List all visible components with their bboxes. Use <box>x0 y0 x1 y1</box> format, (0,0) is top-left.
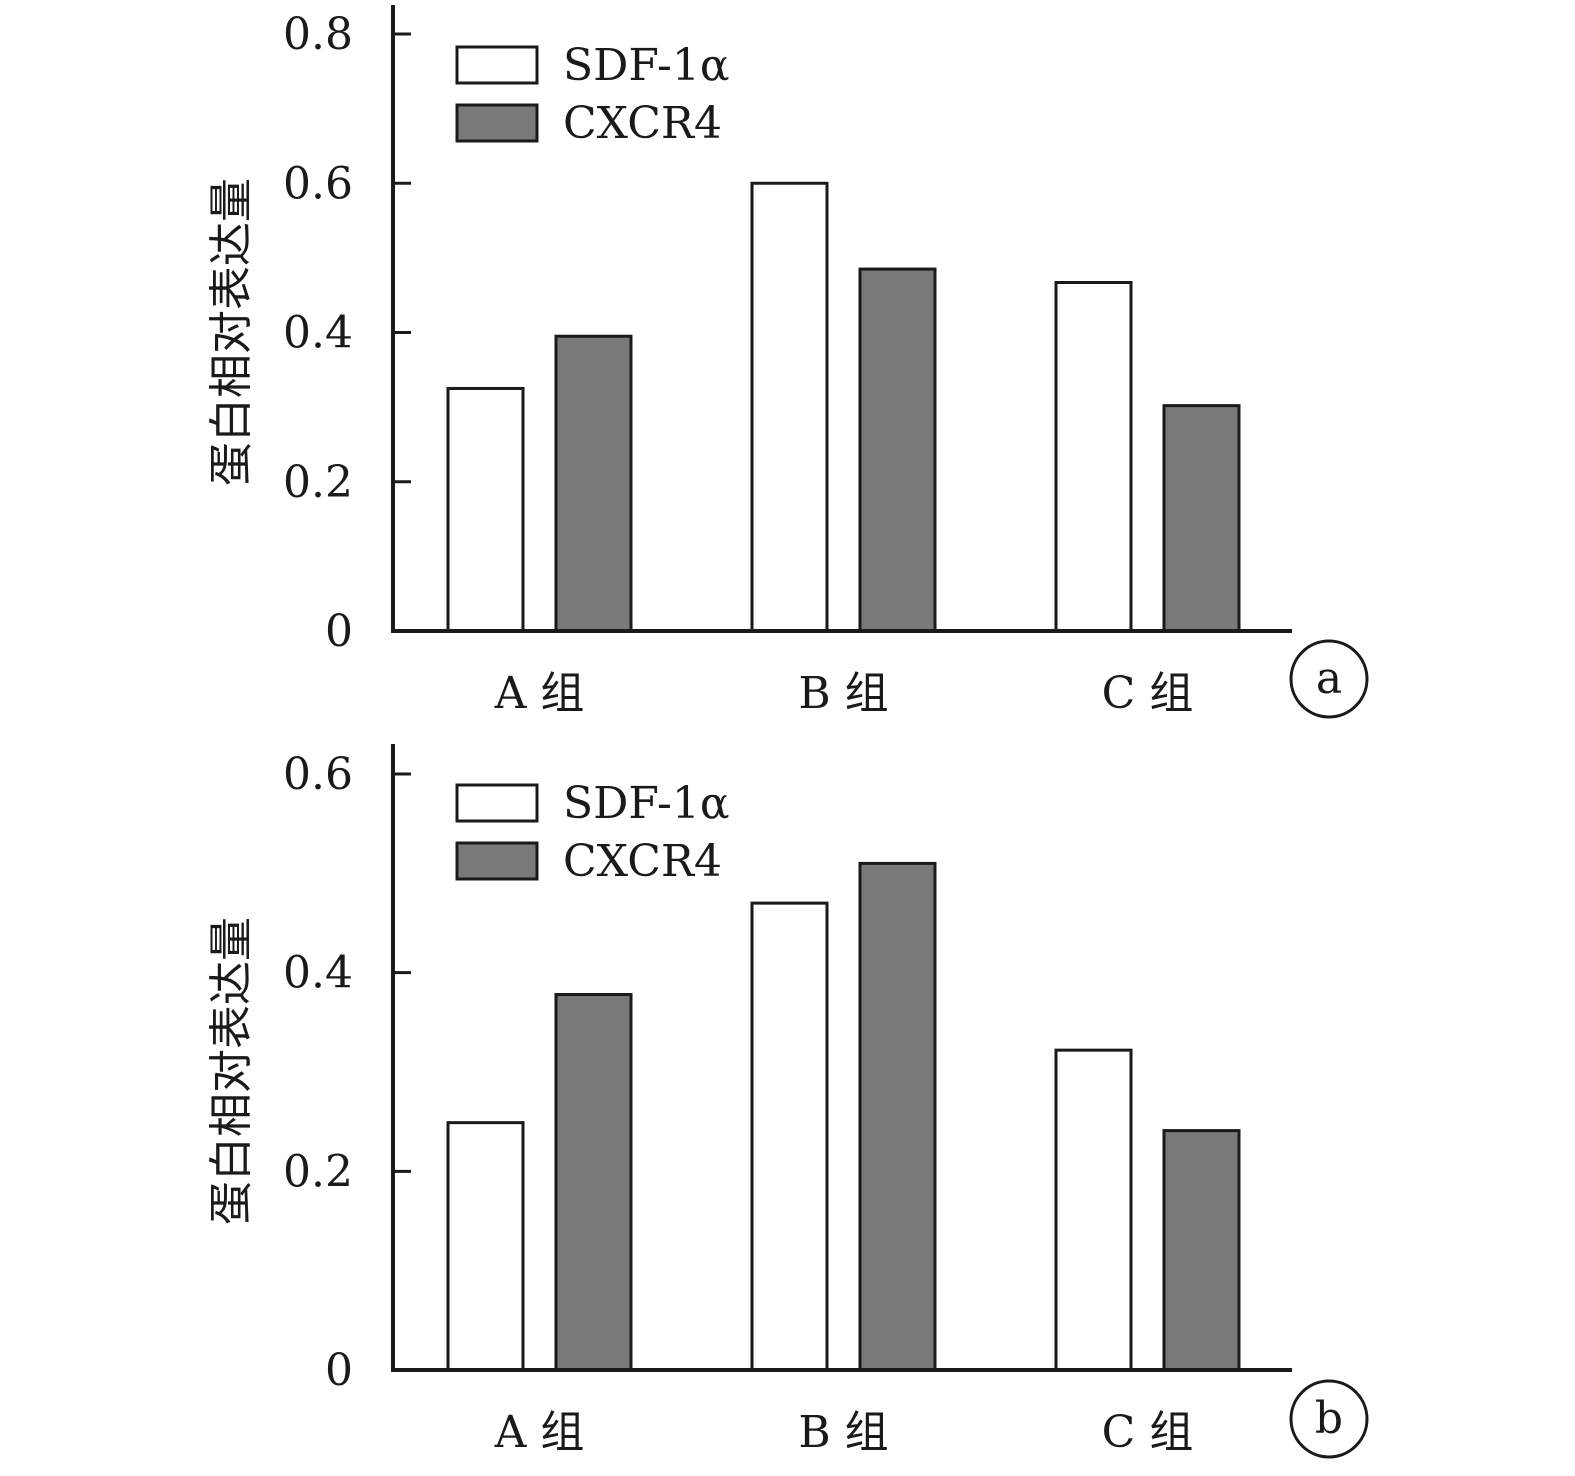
x-category-label: B 组 <box>798 668 888 719</box>
y-tick-label: 0.4 <box>283 308 353 359</box>
legend-swatch-sdf1a <box>455 783 539 823</box>
bar-sdf1a <box>1054 281 1133 633</box>
bar-cxcr4 <box>1162 1129 1241 1372</box>
legend-label-cxcr4: CXCR4 <box>563 98 722 149</box>
bar-cxcr4 <box>858 267 937 633</box>
bar-sdf1a <box>750 901 829 1372</box>
y-tick-label: 0 <box>325 1345 353 1396</box>
y-tick-label: 0.2 <box>283 457 353 508</box>
legend-label-sdf1a: SDF-1α <box>563 40 730 91</box>
chart-panel-a: 0 0.2 0.4 0.6 0.8 A 组 B 组 C 组 蛋白相对表达量 SDF-1α CXCR4… <box>206 5 1369 719</box>
x-category-label: A 组 <box>494 668 585 719</box>
legend-swatch-cxcr4 <box>455 103 539 143</box>
bar-cxcr4 <box>554 334 633 633</box>
x-category-label: B 组 <box>798 1407 888 1458</box>
panel-label: b <box>1315 1393 1343 1444</box>
panel-label-circle <box>1289 1379 1369 1459</box>
bar-sdf1a <box>446 1121 525 1372</box>
chart-panel-b: 0 0.2 0.4 0.6 A 组 B 组 C 组 蛋白相对表达量 SDF-1α CXCR4 b <box>206 744 1369 1459</box>
panel-label: a <box>1316 653 1342 704</box>
bar-sdf1a <box>1054 1048 1133 1372</box>
legend-label-cxcr4: CXCR4 <box>563 836 722 887</box>
x-category-label: A 组 <box>494 1407 585 1458</box>
y-tick-label: 0.2 <box>283 1146 353 1197</box>
bar-cxcr4 <box>554 993 633 1372</box>
y-tick-label: 0.4 <box>283 948 353 999</box>
legend-swatch-cxcr4 <box>455 841 539 881</box>
bar-cxcr4 <box>858 861 937 1372</box>
y-axis-title: 蛋白相对表达量 <box>206 178 257 486</box>
y-tick-label: 0 <box>325 606 353 657</box>
y-tick-label: 0.8 <box>283 9 353 60</box>
y-tick-label: 0.6 <box>283 158 353 209</box>
x-category-label: C 组 <box>1102 668 1194 719</box>
x-category-label: C 组 <box>1102 1407 1194 1458</box>
legend-swatch-sdf1a <box>455 45 539 85</box>
bar-sdf1a <box>446 386 525 633</box>
legend-label-sdf1a: SDF-1α <box>563 778 730 829</box>
y-axis-title: 蛋白相对表达量 <box>206 917 257 1225</box>
bar-cxcr4 <box>1162 404 1241 633</box>
bar-sdf1a <box>750 181 829 633</box>
panel-label-circle <box>1289 639 1369 719</box>
y-tick-label: 0.6 <box>283 749 353 800</box>
